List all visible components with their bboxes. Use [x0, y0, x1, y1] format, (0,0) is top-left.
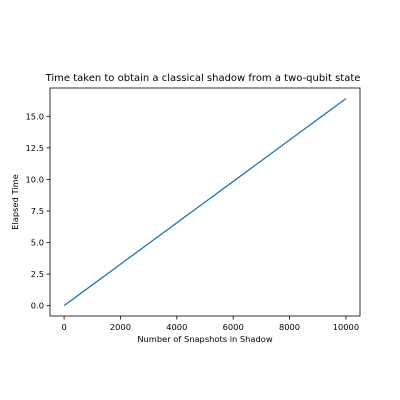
plot-area: [49, 87, 361, 317]
y-tick-label: 15.0: [26, 111, 44, 121]
x-tick-label: 10000: [333, 322, 359, 332]
chart-title: Time taken to obtain a classical shadow …: [45, 73, 361, 84]
y-axis: 0.0 2.5 5.0 7.5 10.0 12.5 15.0: [26, 111, 50, 311]
x-axis: 0 2000 4000 6000 8000 10000: [61, 316, 359, 332]
y-tick-label: 7.5: [31, 206, 44, 216]
series-line-0: [63, 98, 347, 307]
y-tick-label: 5.0: [31, 238, 44, 248]
y-tick-label: 10.0: [26, 174, 44, 184]
x-tick-label: 0: [61, 322, 66, 332]
y-tick-label: 2.5: [31, 269, 44, 279]
series-layer: [63, 98, 347, 307]
x-tick-label: 4000: [166, 322, 187, 332]
y-tick-label: 0.0: [31, 301, 44, 311]
x-tick-label: 8000: [279, 322, 300, 332]
x-tick-label: 2000: [110, 322, 131, 332]
y-axis-label: Elapsed Time: [10, 174, 20, 230]
y-tick-label: 12.5: [26, 143, 44, 153]
x-tick-label: 6000: [223, 322, 244, 332]
x-axis-label: Number of Snapshots in Shadow: [137, 334, 273, 344]
